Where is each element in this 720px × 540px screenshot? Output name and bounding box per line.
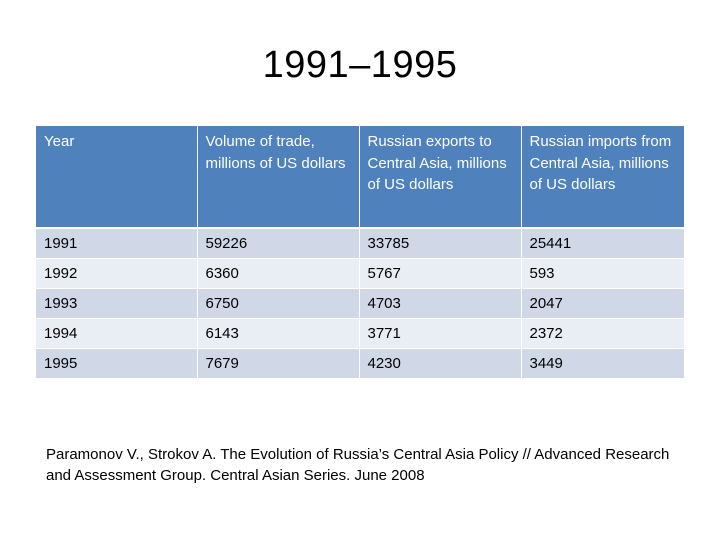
cell-trade-volume: 59226 (197, 228, 360, 259)
cell-trade-volume: 6360 (197, 258, 360, 289)
table-row: 1991 59226 33785 25441 (36, 228, 684, 259)
cell-trade-volume: 6143 (197, 318, 360, 349)
cell-year: 1994 (36, 318, 198, 349)
header-russian-exports: Russian exports to Central Asia, million… (359, 126, 522, 229)
source-citation: Paramonov V., Strokov A. The Evolution o… (46, 446, 670, 484)
cell-russian-exports: 4230 (359, 348, 522, 379)
header-russian-imports: Russian imports from Central Asia, milli… (521, 126, 684, 229)
cell-year: 1995 (36, 348, 198, 379)
cell-russian-exports: 5767 (359, 258, 522, 289)
cell-year: 1993 (36, 288, 198, 319)
cell-trade-volume: 7679 (197, 348, 360, 379)
cell-russian-imports: 3449 (521, 348, 684, 379)
cell-russian-exports: 3771 (359, 318, 522, 349)
slide-title: 1991–1995 (262, 44, 458, 86)
trade-table: Year Volume of trade, millions of US dol… (36, 126, 684, 379)
cell-russian-imports: 593 (521, 258, 684, 289)
cell-russian-imports: 2047 (521, 288, 684, 319)
table-row: 1994 6143 3771 2372 (36, 318, 684, 349)
table-row: 1993 6750 4703 2047 (36, 288, 684, 319)
cell-russian-exports: 33785 (359, 228, 522, 259)
table-header-row: Year Volume of trade, millions of US dol… (36, 126, 684, 229)
cell-year: 1992 (36, 258, 198, 289)
cell-year: 1991 (36, 228, 198, 259)
cell-trade-volume: 6750 (197, 288, 360, 319)
table-row: 1992 6360 5767 593 (36, 258, 684, 289)
table-row: 1995 7679 4230 3449 (36, 348, 684, 379)
header-year: Year (36, 126, 198, 229)
cell-russian-imports: 25441 (521, 228, 684, 259)
cell-russian-imports: 2372 (521, 318, 684, 349)
header-trade-volume: Volume of trade, millions of US dollars (197, 126, 360, 229)
cell-russian-exports: 4703 (359, 288, 522, 319)
